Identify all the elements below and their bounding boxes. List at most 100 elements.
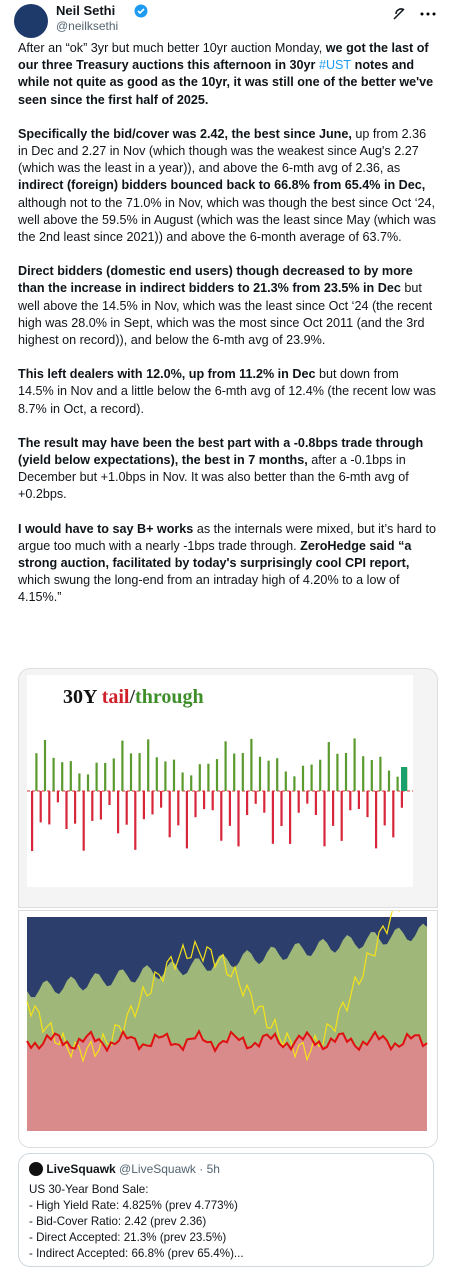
author-name[interactable]: Neil Sethi [56, 3, 116, 18]
text-run: we got the last of our three Treasury au… [18, 41, 429, 73]
title-run: 30Y [63, 686, 102, 708]
paragraph: Direct bidders (domestic end users) thou… [18, 263, 436, 349]
decorative-bar [31, 791, 34, 851]
chart-image[interactable]: 30Y tail/through [18, 668, 438, 908]
decorative-bar [370, 759, 373, 791]
decorative-bar [362, 756, 365, 791]
chart-image[interactable] [18, 910, 438, 1148]
decorative-bar [340, 791, 343, 841]
decorative-bar [43, 739, 47, 791]
quote-avatar [29, 1162, 43, 1176]
decorative-bar [241, 753, 244, 791]
decorative-bar [254, 791, 257, 804]
quote-line: - High Yield Rate: 4.825% (prev 4.773%) [29, 1199, 238, 1212]
text-run: which swung the long-end from an intrada… [18, 573, 400, 605]
quote-name: LiveSquawk [46, 1162, 116, 1176]
text-run: indirect (foreign) bidders bounced back … [18, 178, 426, 193]
decorative-bar [121, 740, 124, 791]
decorative-bar [147, 739, 150, 791]
paragraph: This left dealers with 12.0%, up from 11… [18, 366, 436, 418]
text-run: up from 2.36 in Dec and 2.27 in Nov (whi… [18, 126, 427, 176]
decorative-bar [78, 773, 81, 791]
title-run: / [128, 686, 135, 708]
decorative-bar [172, 759, 176, 791]
decorative-bar [104, 762, 107, 791]
title-run: tail [102, 686, 130, 708]
decorative-bar [366, 791, 369, 818]
decorative-bar [289, 791, 292, 844]
decorative-bar [198, 764, 201, 791]
decorative-bar [310, 764, 313, 791]
decorative-bar [349, 791, 352, 811]
quote-line: US 30-Year Bond Sale: [29, 1183, 149, 1196]
quoted-tweet[interactable]: LiveSquawk @LiveSquawk · 5h US 30-Year B… [18, 1153, 434, 1267]
image-title: 30Y tail/through [63, 686, 204, 708]
title-run: through [135, 686, 204, 708]
text-run: The result may have been the best part w… [18, 435, 424, 468]
avatar[interactable] [14, 4, 48, 38]
tweet-text: After an “ok” 3yr but much better 10yr a… [18, 40, 436, 624]
decorative-bar [357, 791, 360, 809]
decorative-bar [39, 791, 42, 823]
decorative-bar [181, 772, 184, 791]
decorative-bar [336, 753, 339, 791]
decorative-bar [263, 791, 266, 813]
decorative-bar [319, 759, 322, 791]
decorative-bar [246, 791, 249, 816]
decorative-bar [271, 791, 274, 844]
decorative-bar [306, 791, 309, 804]
decorative-bar [400, 791, 403, 808]
text-run: This left dealers with 12.0%, up from 11… [18, 367, 316, 382]
decorative-bar [69, 761, 72, 791]
decorative-bar [228, 791, 231, 826]
decorative-bar [301, 765, 305, 791]
decorative-bar [387, 770, 391, 791]
decorative-region [27, 1035, 427, 1131]
decorative-bar [233, 753, 236, 791]
decorative-bar [117, 791, 120, 834]
image-canvas [19, 911, 437, 1147]
decorative-line [26, 1028, 428, 1053]
text-run: ZeroHedge said “a strong auction, facili… [18, 538, 412, 571]
decorative-bar [74, 791, 77, 824]
text-run: but down from 14.5% in Nov and a little … [18, 367, 436, 416]
decorative-bar [250, 738, 253, 791]
decorative-bar [168, 791, 171, 838]
decorative-bar [185, 791, 188, 849]
decorative-bar [151, 791, 154, 815]
quote-header: LiveSquawk @LiveSquawk · 5h [29, 1162, 220, 1176]
verified-badge [134, 4, 148, 18]
decorative-bar [134, 791, 137, 850]
paragraph: After an “ok” 3yr but much better 10yr a… [18, 40, 436, 109]
text-run: but well above the 14.5% in Nov, which w… [18, 281, 433, 348]
decorative-bar [56, 791, 59, 803]
text-run: Direct bidders (domestic end users) thou… [18, 264, 413, 296]
decorative-bar [297, 791, 300, 813]
decorative-bar [375, 791, 378, 849]
decorative-bar [258, 756, 262, 791]
decorative-bar [332, 791, 335, 826]
quote-text: US 30-Year Bond Sale: - High Yield Rate: … [29, 1182, 244, 1262]
author-handle[interactable]: @neilksethi [56, 19, 119, 33]
paragraph: The result may have been the best part w… [18, 435, 436, 504]
text-run: Specifically the bid/cover was 2.42, the… [18, 126, 352, 141]
decorative-bar [164, 761, 167, 791]
hashtag[interactable]: #UST [318, 58, 352, 73]
decorative-bar [353, 738, 356, 791]
decorative-bar [112, 758, 115, 791]
decorative-bar [95, 762, 98, 791]
decorative-bar [207, 763, 210, 791]
decorative-bar [190, 775, 193, 791]
decorative-bar [379, 756, 382, 791]
decorative-bar [142, 791, 145, 820]
text-run: I would have to say B+ works [18, 521, 194, 536]
text-run: notes and while not quite as good as the… [18, 58, 434, 107]
header-icons[interactable] [392, 6, 442, 22]
decorative-bar [61, 762, 64, 791]
decorative-bar [220, 791, 223, 841]
decorative-bar [203, 791, 206, 810]
decorative-bar [267, 760, 270, 791]
decorative-bar [91, 791, 94, 821]
decorative-bar [155, 757, 158, 791]
decorative-bar [129, 753, 133, 791]
